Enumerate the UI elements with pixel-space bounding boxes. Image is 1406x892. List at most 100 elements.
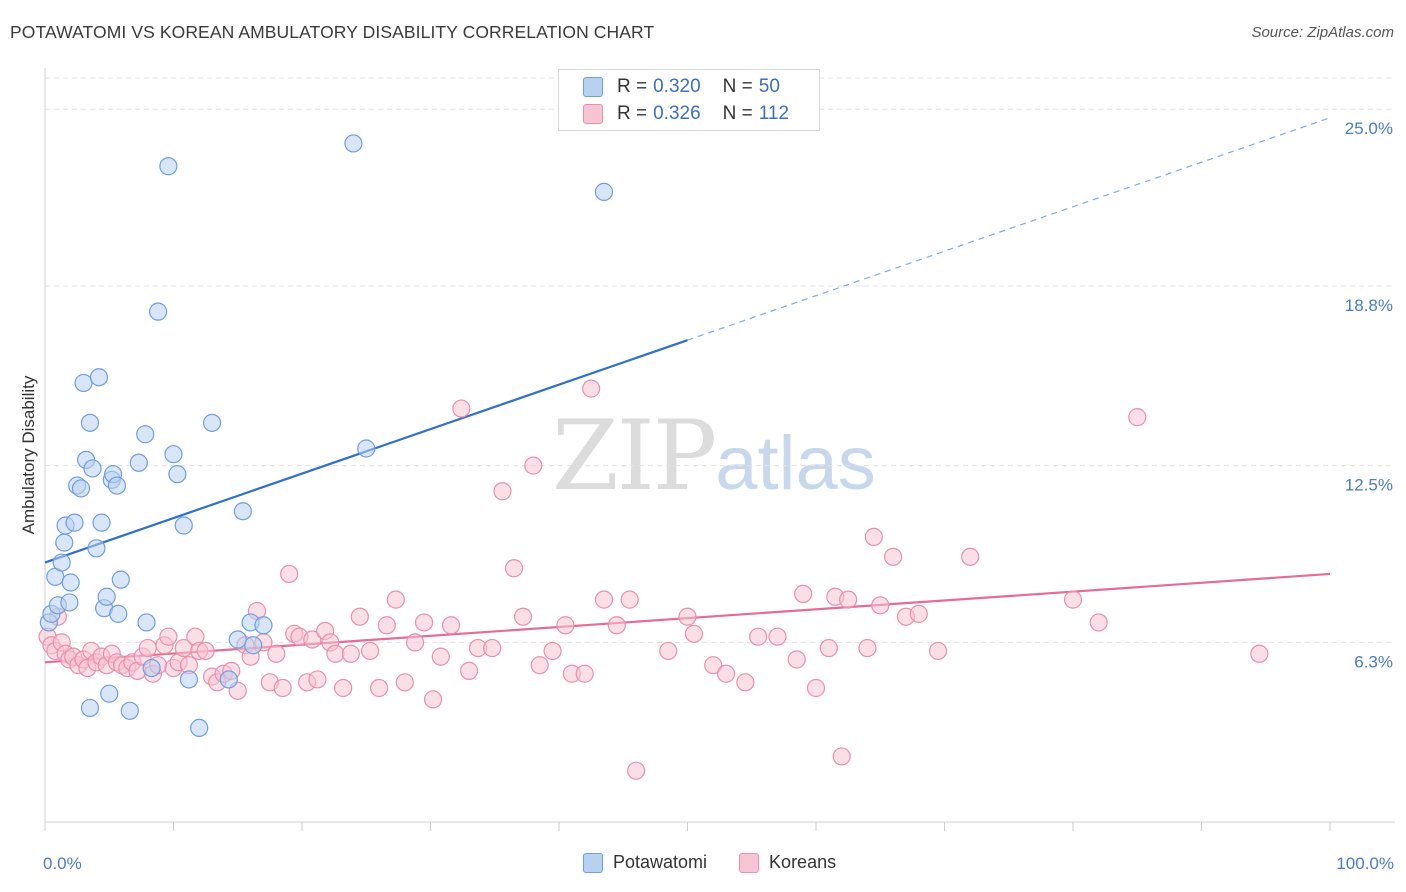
legend-label-koreans: Koreans bbox=[769, 852, 837, 872]
potawatomi-point bbox=[168, 465, 187, 484]
legend-swatch-potawatomi bbox=[583, 852, 603, 873]
koreans-point bbox=[582, 379, 601, 398]
legend-n-value: 50 bbox=[758, 76, 780, 97]
correlation-legend: R = 0.320 N = 50 R = 0.326 N = 112 bbox=[558, 69, 820, 131]
koreans-point bbox=[768, 627, 787, 646]
zipatlas-watermark: ZIPatlas bbox=[552, 400, 876, 512]
koreans-point bbox=[341, 644, 360, 663]
potawatomi-point bbox=[228, 630, 247, 649]
potawatomi-point bbox=[80, 413, 100, 432]
potawatomi-point bbox=[164, 445, 183, 464]
y-tick-label: 18.8% bbox=[1345, 296, 1393, 315]
koreans-point bbox=[414, 613, 434, 632]
potawatomi-point bbox=[357, 439, 376, 458]
koreans-point bbox=[1089, 613, 1108, 632]
potawatomi-point bbox=[254, 616, 273, 635]
potawatomi-point bbox=[111, 570, 130, 589]
y-tick-label: 12.5% bbox=[1345, 476, 1393, 495]
koreans-point bbox=[794, 584, 813, 604]
koreans-point bbox=[196, 641, 215, 661]
potawatomi-point bbox=[52, 553, 71, 572]
potawatomi-point bbox=[83, 459, 102, 478]
potawatomi-point bbox=[65, 513, 84, 532]
koreans-point bbox=[308, 670, 327, 689]
potawatomi-point bbox=[87, 539, 106, 558]
source-credit: Source: ZipAtlas.com bbox=[1251, 24, 1394, 41]
koreans-point bbox=[787, 650, 806, 669]
koreans-point bbox=[530, 656, 549, 675]
gridlines bbox=[45, 77, 1395, 643]
tick-labels: 6.3% 12.5% 18.8% 25.0% 0.0% 100.0% Ambulatory … bbox=[19, 119, 1394, 873]
koreans-point bbox=[513, 607, 533, 626]
legend-item-potawatomi: Potawatomi bbox=[583, 852, 707, 873]
koreans-point bbox=[138, 638, 157, 658]
series-legend: Potawatomi Koreans bbox=[583, 852, 868, 873]
legend-n-label: N = bbox=[722, 103, 753, 124]
potawatomi-point bbox=[109, 604, 128, 623]
potawatomi-point bbox=[219, 670, 238, 689]
y-axis-title: Ambulatory Disability bbox=[19, 375, 38, 534]
koreans-point bbox=[280, 564, 299, 584]
potawatomi-point bbox=[92, 513, 111, 532]
potawatomi-point bbox=[148, 302, 168, 321]
koreans-point bbox=[858, 638, 877, 658]
koreans-point bbox=[659, 641, 678, 661]
koreans-point bbox=[716, 664, 736, 683]
koreans-point bbox=[273, 678, 292, 698]
koreans-point bbox=[459, 661, 479, 680]
koreans-point bbox=[832, 747, 851, 766]
legend-n-label: N = bbox=[722, 76, 753, 97]
chart-title: POTAWATOMI VS KOREAN AMBULATORY DISABILI… bbox=[10, 22, 655, 42]
koreans-point bbox=[607, 616, 626, 635]
koreans-point bbox=[684, 624, 704, 643]
potawatomi-point bbox=[89, 368, 109, 387]
koreans-point bbox=[377, 616, 396, 635]
x-tick-label: 0.0% bbox=[43, 854, 82, 873]
koreans-point bbox=[452, 399, 471, 418]
koreans-point bbox=[524, 456, 543, 475]
koreans-point bbox=[350, 607, 369, 626]
potawatomi-point bbox=[174, 516, 193, 535]
legend-n-value: 112 bbox=[758, 103, 790, 124]
potawatomi-point bbox=[100, 684, 119, 703]
potawatomi-point bbox=[137, 613, 156, 632]
potawatomi-trend-extension bbox=[687, 117, 1331, 341]
potawatomi-point bbox=[71, 479, 91, 498]
potawatomi-point bbox=[244, 636, 263, 655]
koreans-point bbox=[839, 590, 858, 609]
legend-swatch-potawatomi bbox=[583, 77, 603, 97]
koreans-point bbox=[370, 678, 389, 698]
koreans-point bbox=[749, 627, 768, 646]
legend-r-value: 0.326 bbox=[653, 103, 701, 124]
koreans-point bbox=[704, 656, 723, 675]
potawatomi-point bbox=[97, 587, 116, 606]
potawatomi-point bbox=[136, 425, 155, 444]
koreans-point bbox=[806, 678, 826, 698]
potawatomi-point bbox=[55, 533, 74, 552]
koreans-point bbox=[386, 590, 405, 609]
axes bbox=[44, 68, 1395, 831]
potawatomi-point bbox=[190, 718, 209, 738]
legend-row-potawatomi: R = 0.320 N = 50 bbox=[583, 75, 780, 99]
legend-item-koreans: Koreans bbox=[739, 852, 836, 873]
potawatomi-point bbox=[202, 413, 222, 432]
koreans-point bbox=[504, 559, 524, 578]
koreans-point bbox=[361, 641, 380, 661]
potawatomi-point bbox=[61, 573, 80, 592]
potawatomi-point bbox=[142, 658, 161, 678]
koreans-point bbox=[678, 607, 697, 626]
koreans-point bbox=[736, 673, 755, 692]
koreans-point bbox=[1128, 408, 1147, 427]
y-tick-label: 6.3% bbox=[1354, 652, 1393, 671]
legend-swatch-koreans bbox=[583, 104, 603, 124]
legend-row-koreans: R = 0.326 N = 112 bbox=[583, 102, 789, 126]
koreans-point bbox=[1063, 590, 1083, 609]
potawatomi-point bbox=[60, 593, 79, 612]
koreans-point bbox=[575, 664, 594, 683]
koreans-point bbox=[961, 547, 980, 566]
koreans-point bbox=[864, 527, 883, 546]
x-tick-label: 100.0% bbox=[1336, 854, 1394, 873]
potawatomi-point bbox=[594, 182, 614, 201]
koreans-point bbox=[909, 604, 928, 623]
watermark-atlas: atlas bbox=[715, 421, 876, 506]
